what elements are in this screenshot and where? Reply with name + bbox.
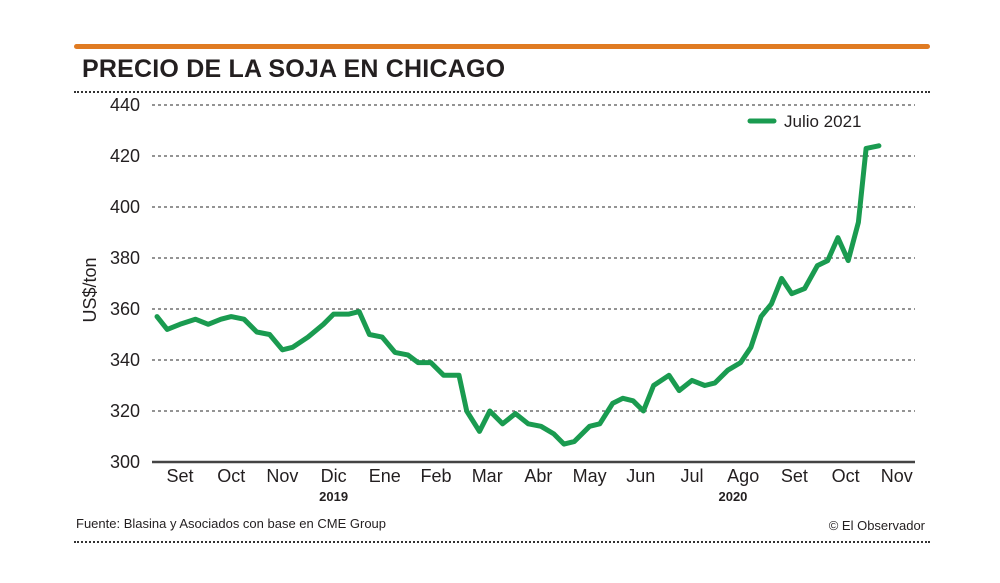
y-tick-label: 380: [110, 248, 140, 268]
y-axis-title: US$/ton: [80, 257, 100, 322]
x-tick-label: Nov: [881, 466, 913, 486]
grid-lines: [152, 104, 915, 464]
x-tick-label: Oct: [217, 466, 245, 486]
legend-label: Julio 2021: [784, 112, 862, 131]
y-tick-label: 300: [110, 452, 140, 472]
x-tick-label: Jul: [680, 466, 703, 486]
legend: Julio 2021: [747, 112, 862, 131]
credit-note: © El Observador: [828, 518, 925, 533]
year-label: 2020: [718, 489, 747, 504]
bottom-divider: [74, 541, 930, 543]
y-tick-label: 320: [110, 401, 140, 421]
x-tick-label: Nov: [266, 466, 298, 486]
x-tick-label: Jun: [626, 466, 655, 486]
title-divider: [74, 91, 930, 93]
x-tick-label: Mar: [472, 466, 503, 486]
y-tick-label: 420: [110, 146, 140, 166]
y-axis-ticks: 300 320 340 360 380 400 420 440: [110, 95, 140, 472]
x-tick-label: May: [573, 466, 607, 486]
x-tick-label: Dic: [321, 466, 347, 486]
x-tick-label: Ago: [727, 466, 759, 486]
x-tick-label: Ene: [369, 466, 401, 486]
x-tick-label: Set: [166, 466, 193, 486]
y-tick-label: 400: [110, 197, 140, 217]
x-tick-label: Feb: [420, 466, 451, 486]
chart-title: PRECIO DE LA SOJA EN CHICAGO: [82, 55, 506, 83]
y-tick-label: 360: [110, 299, 140, 319]
top-accent-rule: [74, 44, 930, 49]
series-line: [154, 143, 882, 447]
y-tick-label: 340: [110, 350, 140, 370]
x-axis-ticks: Set Oct Nov Dic Ene Feb Mar Abr May Jun Jul Ago Set O…: [166, 466, 912, 504]
x-tick-label: Oct: [832, 466, 860, 486]
y-tick-label: 440: [110, 95, 140, 115]
x-tick-label: Set: [781, 466, 808, 486]
x-tick-label: Abr: [524, 466, 552, 486]
year-label: 2019: [319, 489, 348, 504]
series-lines: [154, 143, 882, 447]
source-note: Fuente: Blasina y Asociados con base en …: [76, 516, 387, 531]
